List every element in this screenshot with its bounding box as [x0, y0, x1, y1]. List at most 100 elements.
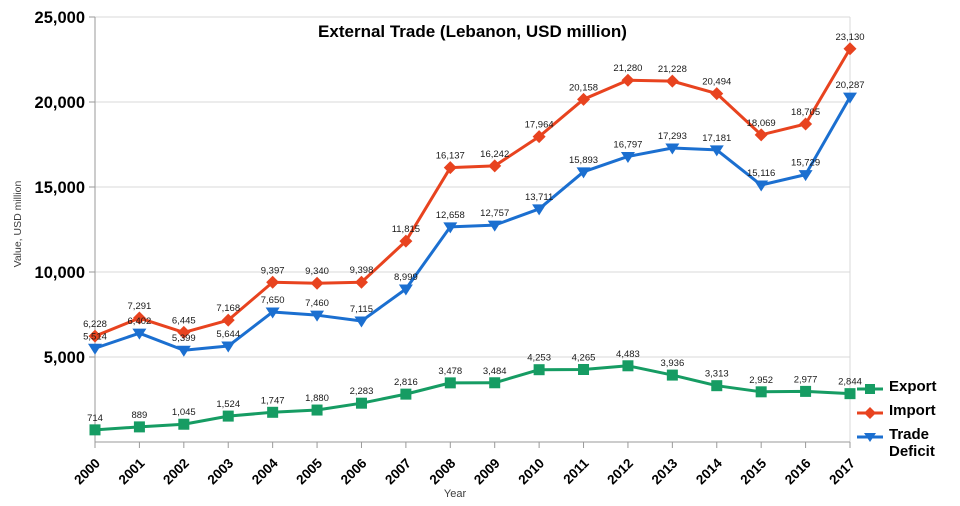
data-point-export — [400, 388, 412, 400]
data-label: 1,045 — [172, 407, 196, 418]
data-point-trade-deficit — [443, 222, 458, 234]
x-tick-label: 2003 — [205, 455, 237, 487]
data-label: 6,228 — [83, 319, 107, 330]
data-point-export — [533, 364, 545, 376]
data-point-trade-deficit — [310, 310, 325, 322]
data-point-export — [178, 418, 190, 430]
data-label: 21,228 — [658, 64, 687, 75]
x-axis-title: Year — [443, 488, 467, 500]
data-label: 7,460 — [305, 298, 329, 309]
data-point-export — [800, 385, 812, 397]
x-tick-label: 2009 — [471, 456, 503, 488]
data-point-export — [89, 424, 101, 436]
x-tick-label: 2013 — [649, 455, 681, 487]
data-label: 7,650 — [261, 295, 285, 306]
data-point-import — [754, 128, 768, 142]
data-point-export — [311, 404, 323, 416]
data-point-export — [666, 369, 678, 381]
data-point-export — [711, 380, 723, 392]
y-tick-label: 10,000 — [35, 264, 85, 282]
series-line-export — [93, 364, 852, 432]
data-label: 9,397 — [261, 265, 285, 276]
data-point-import — [354, 275, 368, 289]
x-tick-label: 2016 — [782, 455, 814, 487]
data-point-trade-deficit — [132, 328, 147, 340]
data-label: 3,478 — [438, 366, 462, 377]
data-point-trade-deficit — [265, 307, 280, 319]
data-label: 15,893 — [569, 155, 598, 166]
legend-item-import: Import — [856, 402, 947, 420]
data-label: 7,168 — [216, 303, 240, 314]
data-label: 4,483 — [616, 349, 640, 360]
chart-title: External Trade (Lebanon, USD million) — [318, 22, 627, 41]
x-tick-label: 2000 — [71, 456, 103, 488]
y-tick-label: 25,000 — [35, 9, 85, 27]
x-tick-label: 2002 — [160, 456, 192, 488]
data-label: 7,115 — [350, 304, 373, 315]
data-label: 15,116 — [747, 168, 775, 179]
data-label: 2,816 — [394, 377, 418, 388]
x-tick-label: 2001 — [116, 455, 148, 487]
data-point-trade-deficit — [798, 170, 813, 182]
data-label: 2,844 — [838, 377, 862, 388]
data-label: 16,797 — [613, 139, 642, 150]
data-point-trade-deficit — [532, 204, 547, 216]
data-point-trade-deficit — [221, 341, 236, 353]
data-point-export — [267, 406, 279, 418]
data-label: 18,705 — [791, 107, 820, 118]
data-point-export — [133, 421, 145, 433]
data-point-trade-deficit — [354, 316, 369, 328]
data-label: 21,280 — [613, 63, 642, 74]
legend-marker-trade-deficit-icon — [857, 433, 883, 442]
data-label: 23,130 — [835, 32, 864, 43]
data-label: 1,747 — [261, 395, 285, 406]
data-label: 5,514 — [83, 331, 107, 342]
x-tick-label: 2012 — [604, 456, 636, 488]
series-line-import — [93, 47, 852, 338]
x-tick-label: 2015 — [737, 455, 769, 487]
data-label: 20,287 — [835, 80, 864, 91]
data-point-trade-deficit — [754, 180, 769, 192]
legend-label-trade-deficit: Trade Deficit — [889, 426, 935, 460]
y-tick-label: 15,000 — [35, 179, 85, 197]
data-label: 9,340 — [305, 266, 329, 277]
data-label: 7,291 — [128, 301, 152, 312]
legend-item-export: Export — [856, 378, 947, 396]
data-label: 12,757 — [480, 208, 509, 219]
y-tick-label: 5,000 — [44, 349, 85, 367]
legend: Export Import Trade Deficit — [856, 378, 947, 461]
x-tick-label: 2011 — [560, 455, 592, 487]
x-tick-label: 2008 — [427, 455, 459, 487]
data-label: 16,242 — [480, 149, 509, 160]
data-point-export — [355, 397, 367, 409]
data-label: 2,977 — [794, 374, 818, 385]
data-label: 15,729 — [791, 158, 820, 169]
series-line-trade-deficit — [93, 95, 852, 352]
data-point-trade-deficit — [88, 343, 102, 355]
data-label: 889 — [131, 410, 147, 421]
data-point-trade-deficit — [576, 167, 591, 179]
data-label: 5,399 — [172, 333, 196, 344]
data-label: 1,524 — [216, 399, 240, 410]
data-point-import — [710, 87, 724, 101]
data-point-export — [578, 363, 590, 375]
data-point-import — [310, 276, 324, 290]
data-point-import — [221, 313, 235, 327]
data-label: 714 — [87, 413, 103, 424]
data-point-import — [621, 73, 635, 87]
data-label: 8,999 — [394, 272, 418, 283]
data-point-trade-deficit — [398, 284, 413, 296]
data-label: 9,398 — [350, 265, 374, 276]
legend-label-import: Import — [889, 402, 936, 419]
data-point-import — [266, 275, 280, 289]
data-point-export — [622, 360, 634, 372]
data-point-trade-deficit — [709, 145, 724, 157]
data-label: 20,158 — [569, 82, 598, 93]
data-point-trade-deficit — [843, 92, 857, 104]
data-point-trade-deficit — [176, 345, 191, 357]
x-tick-label: 2007 — [382, 456, 414, 488]
data-point-export — [755, 386, 767, 398]
data-point-export — [444, 377, 456, 389]
data-point-import — [88, 329, 102, 343]
